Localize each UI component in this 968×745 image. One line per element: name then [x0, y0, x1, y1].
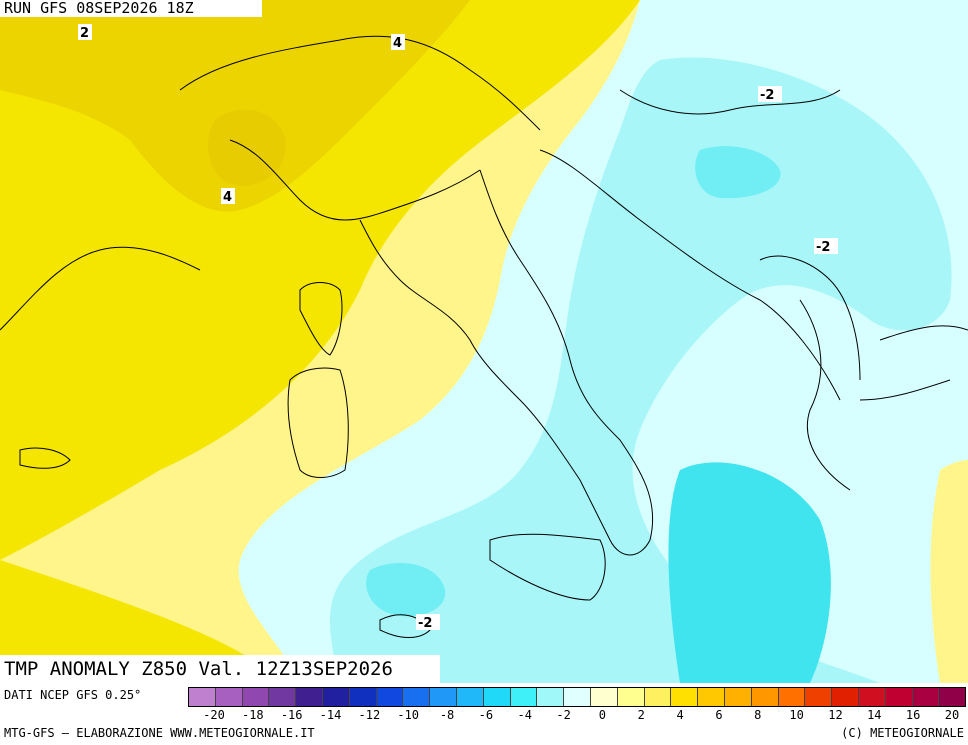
colorbar-cell [537, 688, 565, 706]
svg-text:4: 4 [223, 190, 232, 205]
colorbar-cell [456, 688, 484, 706]
run-label: RUN GFS 08SEP2026 18Z [0, 0, 262, 17]
field-core-south [668, 462, 831, 683]
colorbar-cell [885, 688, 913, 706]
svg-text:-2: -2 [760, 88, 774, 103]
colorbar-cell [939, 688, 966, 706]
colorbar-tick: -2 [556, 708, 571, 722]
colorbar-tick: 8 [754, 708, 762, 722]
svg-text:-2: -2 [816, 240, 830, 255]
colorbar-tick: -10 [397, 708, 420, 722]
colorbar-tick: -12 [358, 708, 381, 722]
colorbar-cell [671, 688, 699, 706]
colorbar [188, 687, 966, 707]
colorbar-cell [805, 688, 833, 706]
colorbar-cell [322, 688, 350, 706]
colorbar-cell [858, 688, 886, 706]
colorbar-cell [644, 688, 672, 706]
colorbar-cell [483, 688, 511, 706]
colorbar-cell [269, 688, 297, 706]
contour-label: 4 [221, 188, 235, 205]
colorbar-cell [832, 688, 859, 706]
colorbar-tick: 12 [828, 708, 843, 722]
colorbar-tick: 6 [715, 708, 723, 722]
credit-right: (C) METEOGIORNALE [841, 726, 964, 740]
field-band-neg2-neg4 [330, 57, 952, 683]
colorbar-cell [189, 688, 216, 706]
colorbar-cell [564, 688, 591, 706]
colorbar-cell [349, 688, 377, 706]
colorbar-tick: 20 [944, 708, 960, 722]
colorbar-tick: 2 [637, 708, 645, 722]
contour-labels: 2 4 4 -2 -2 -2 [78, 24, 838, 631]
contour-label: 4 [391, 34, 405, 51]
colorbar-tick: 14 [867, 708, 882, 722]
credit-left: MTG-GFS — ELABORAZIONE WWW.METEOGIORNALE… [4, 726, 315, 740]
colorbar-cell [751, 688, 779, 706]
colorbar-cell [724, 688, 752, 706]
colorbar-tick: -18 [241, 708, 264, 722]
contour-label: -2 [416, 614, 440, 631]
colorbar-tick: -6 [478, 708, 494, 722]
colorbar-tick: -4 [517, 708, 532, 722]
colorbar-cell [698, 688, 725, 706]
source-label: DATI NCEP GFS 0.25° [4, 688, 142, 702]
colorbar-cell [590, 688, 618, 706]
colorbar-tick: 10 [789, 708, 804, 722]
colorbar-cell [376, 688, 404, 706]
colorbar-cell [912, 688, 940, 706]
colorbar-cell [510, 688, 538, 706]
colorbar-tick: 0 [598, 708, 607, 722]
contour-label: 2 [78, 24, 92, 41]
field-core-north [695, 146, 781, 199]
field-band-2-4-south [0, 560, 280, 683]
field-title: TMP ANOMALY Z850 Val. 12Z13SEP2026 [0, 655, 440, 684]
colorbar-cell [242, 688, 270, 706]
colorbar-tick: 4 [676, 708, 684, 722]
field-band-4-6 [0, 0, 470, 212]
anomaly-map: 2 4 4 -2 -2 -2 [0, 0, 968, 683]
colorbar-tick: -8 [439, 708, 455, 722]
field-core-sw [366, 562, 446, 617]
colorbar-tick: -16 [280, 708, 303, 722]
svg-text:-2: -2 [418, 616, 432, 631]
contour-label: -2 [758, 86, 782, 103]
svg-text:2: 2 [80, 26, 89, 41]
colorbar-cell [430, 688, 457, 706]
colorbar-tick: -14 [319, 708, 342, 722]
colorbar-tick: 16 [905, 708, 921, 722]
legend-footer: DATI NCEP GFS 0.25° -20 -18 -16 -14 -12 -10 -8… [0, 683, 968, 745]
svg-text:4: 4 [393, 36, 402, 51]
colorbar-cell [296, 688, 323, 706]
contour-label: -2 [814, 238, 838, 255]
colorbar-cell [617, 688, 645, 706]
colorbar-cell [215, 688, 243, 706]
colorbar-cell [778, 688, 806, 706]
coastlines [0, 35, 968, 638]
field-band-east-warm [930, 460, 968, 683]
colorbar-cell [403, 688, 431, 706]
colorbar-ticks: -20 -18 -16 -14 -12 -10 -8 -6 -4 -2 0 2 4 6 8 10 12 14 16 2… [188, 708, 966, 724]
colorbar-tick: -20 [203, 708, 225, 722]
